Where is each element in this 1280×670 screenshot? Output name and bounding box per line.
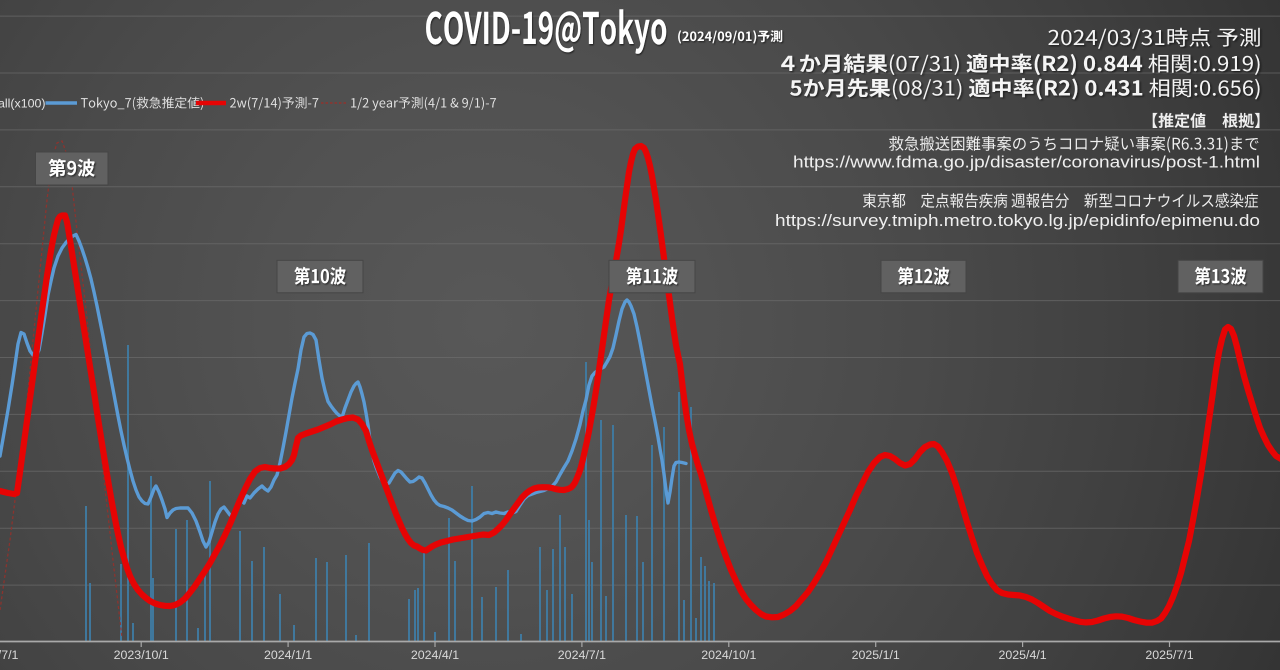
svg-text:https://www.fdma.go.jp/disaste: https://www.fdma.go.jp/disaster/coronavi… <box>793 154 1260 172</box>
svg-text:2024/1/1: 2024/1/1 <box>264 648 312 662</box>
svg-text:2024/10/1: 2024/10/1 <box>701 648 756 662</box>
svg-text:2025/4/1: 2025/4/1 <box>998 648 1046 662</box>
svg-text:all(x100): all(x100) <box>0 97 46 111</box>
svg-text:2024/7/1: 2024/7/1 <box>558 648 606 662</box>
svg-text:2023/10/1: 2023/10/1 <box>114 648 169 662</box>
svg-text:2025/1/1: 2025/1/1 <box>852 648 900 662</box>
svg-text:https://survey.tmiph.metro.tok: https://survey.tmiph.metro.tokyo.lg.jp/e… <box>775 212 1260 230</box>
svg-text:2024/4/1: 2024/4/1 <box>411 648 459 662</box>
svg-text:2025/7/1: 2025/7/1 <box>1145 648 1193 662</box>
svg-text:2023/7/1: 2023/7/1 <box>0 648 19 662</box>
